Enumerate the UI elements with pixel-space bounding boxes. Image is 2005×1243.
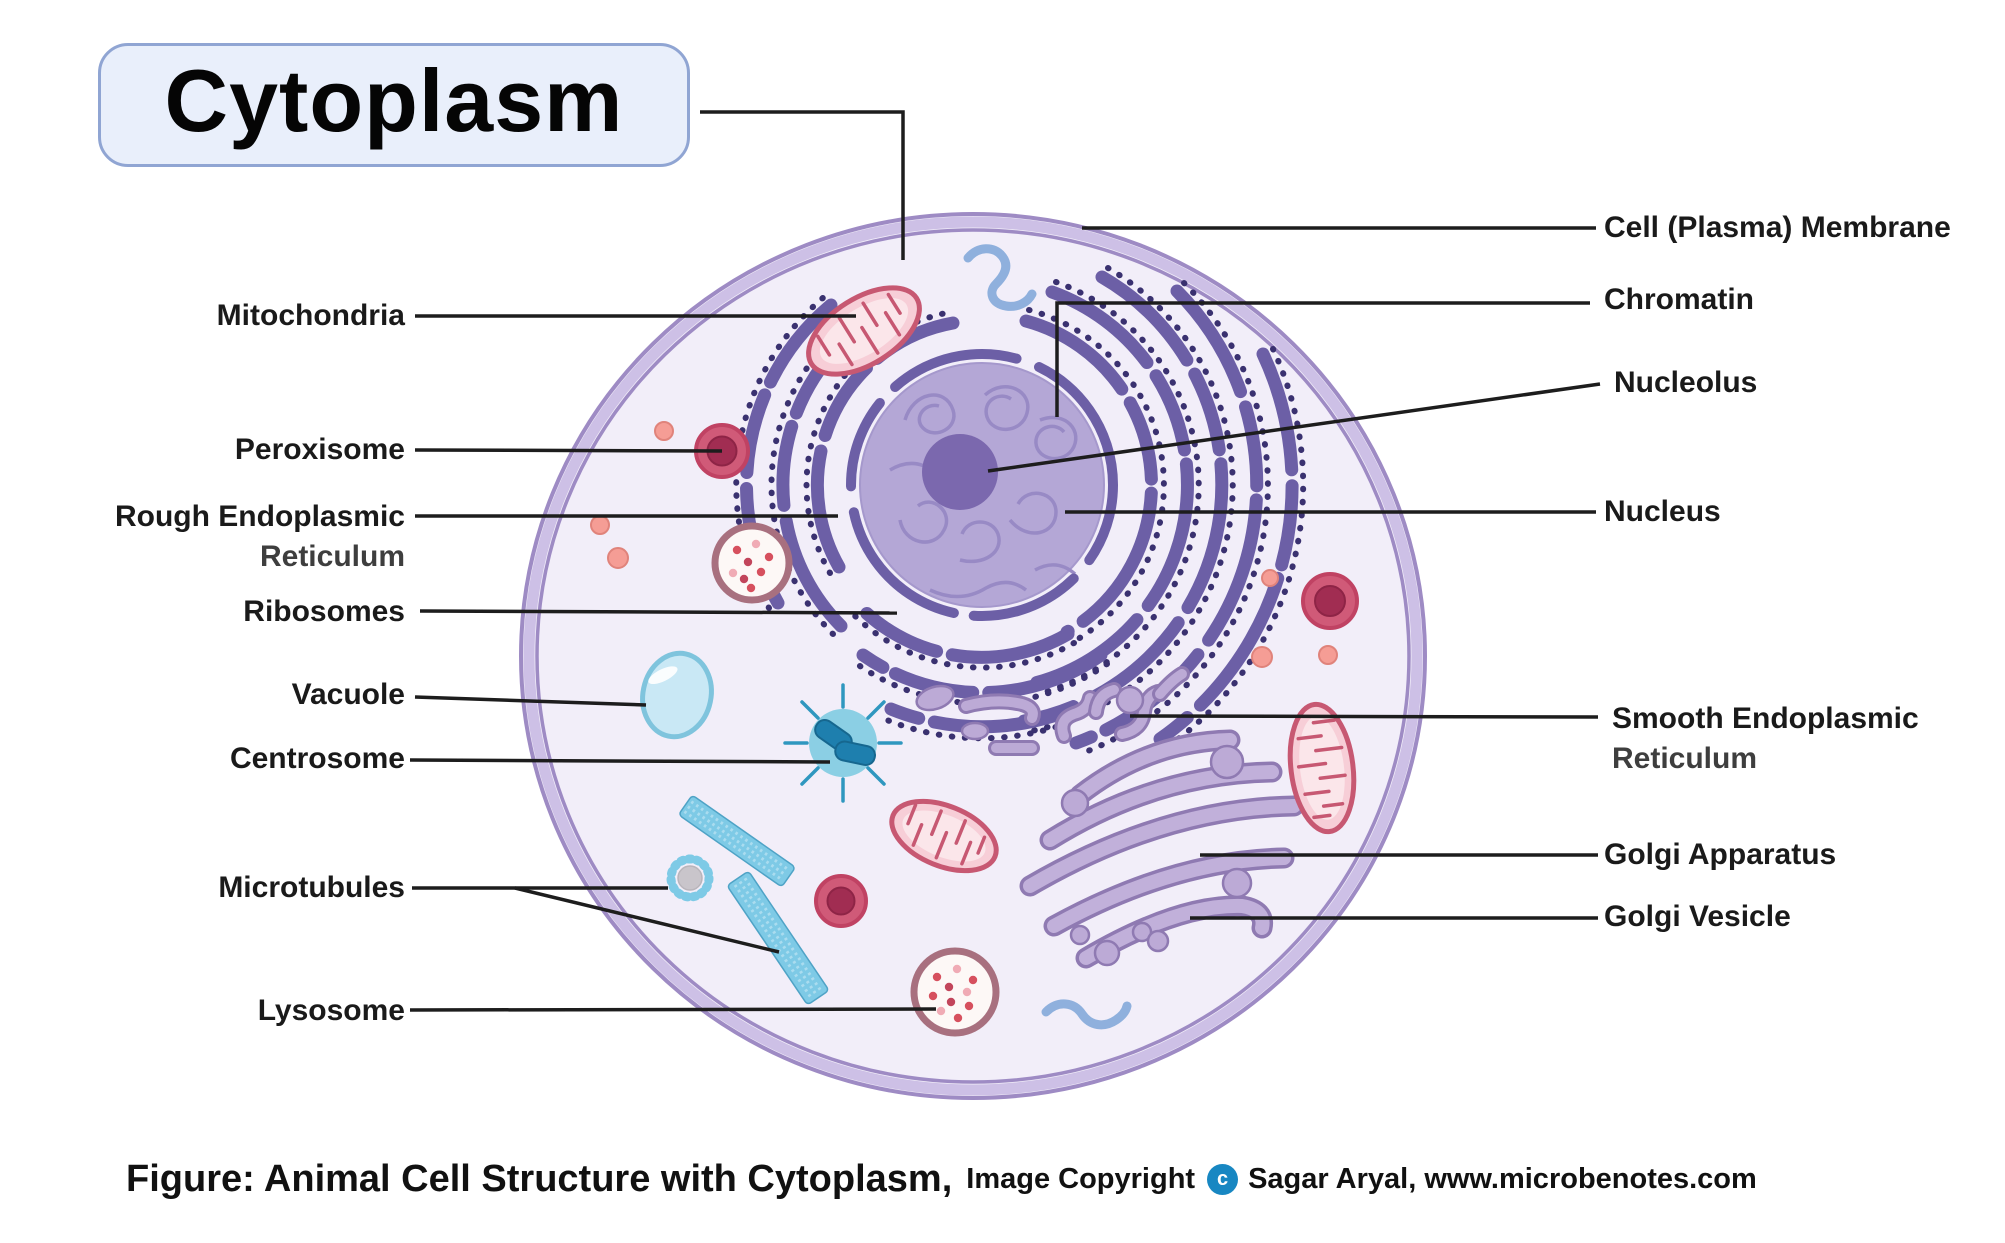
golgi-apparatus (1019, 685, 1305, 969)
label-peroxisome: Peroxisome (234, 433, 405, 467)
copyright-icon: c (1207, 1164, 1239, 1195)
microtubules-leader-line-b (514, 886, 780, 954)
label-ribosomes: Ribosomes (243, 595, 405, 629)
page-title: Cytoplasm (164, 51, 624, 150)
cytoplasm-leader-line (700, 110, 905, 260)
label-nucleolus: Nucleolus (1614, 366, 1758, 400)
lysosome-upper (711, 522, 793, 604)
cell (519, 212, 1427, 1100)
chromatin-leader-line (1055, 301, 1590, 417)
nucleus (846, 348, 1118, 621)
smooth-endoplasmic-reticulum (915, 666, 1190, 756)
label-golgi-vesicle: Golgi Vesicle (1604, 900, 1791, 934)
ribosomes-leader-line (419, 609, 898, 615)
label-chromatin: Chromatin (1604, 283, 1754, 317)
label-mitochondria: Mitochondria (216, 299, 405, 333)
nuclear-envelope (846, 348, 1118, 621)
leader-lines (409, 110, 1601, 1012)
label-microtubules: Microtubules (218, 871, 405, 905)
mitochondrion-top (806, 285, 922, 377)
mitochondrion-bottom (889, 798, 999, 874)
label-cell-membrane: Cell (Plasma) Membrane (1604, 211, 1951, 245)
label-vacuole: Vacuole (291, 678, 405, 712)
title-box: Cytoplasm (98, 43, 690, 167)
vacuole (640, 650, 714, 740)
peroxisome-right (1301, 572, 1359, 630)
microtubule-ring (666, 854, 714, 902)
smooth-er-leader-line (1129, 714, 1599, 719)
centrosome-rays (783, 683, 903, 803)
label-smooth-er-line1: Smooth Endoplasmic (1612, 702, 1919, 736)
free-vesicle-dots (590, 421, 1338, 668)
centrosome-leader-line (409, 758, 831, 764)
lysosome-lower (910, 947, 1000, 1037)
vacuole-leader-line (414, 695, 647, 707)
microtubules (666, 795, 829, 1005)
label-golgi-apparatus: Golgi Apparatus (1604, 838, 1837, 872)
nucleolus (922, 434, 998, 510)
label-nucleus: Nucleus (1604, 495, 1721, 529)
smooth-er-fragment (915, 684, 955, 712)
golgi-vesicles (1060, 685, 1253, 967)
label-centrosome: Centrosome (229, 742, 405, 776)
centriole-2 (834, 740, 876, 767)
caption-credit: Sagar Aryal, www.microbenotes.com (1248, 1163, 1757, 1195)
peroxisome-leader-line (414, 448, 723, 453)
label-smooth-er-line2: Reticulum (1612, 742, 1758, 775)
lysosome-leader-line (409, 1007, 937, 1012)
centrosome (783, 683, 903, 803)
cytoskeleton-squiggle-bottom (1041, 999, 1132, 1030)
peroxisome-center (814, 874, 868, 928)
mitochondrion-right (1287, 701, 1357, 835)
label-smooth-er: Smooth Endoplasmic Reticulum (1612, 699, 1919, 779)
caption-copyright-label: Image Copyright (966, 1163, 1196, 1195)
cytoskeleton-squiggle-top (963, 244, 1037, 311)
figure-caption: Figure: Animal Cell Structure with Cytop… (126, 1158, 1757, 1201)
label-rough-er-line1: Rough Endoplasmic (114, 500, 405, 534)
label-rough-er: Rough Endoplasmic Reticulum (55, 497, 405, 577)
nucleolus-leader-line (987, 382, 1601, 473)
label-lysosome: Lysosome (257, 994, 405, 1028)
label-rough-er-line2: Reticulum (259, 540, 405, 573)
caption-figure-text: Figure: Animal Cell Structure with Cytop… (126, 1158, 953, 1200)
